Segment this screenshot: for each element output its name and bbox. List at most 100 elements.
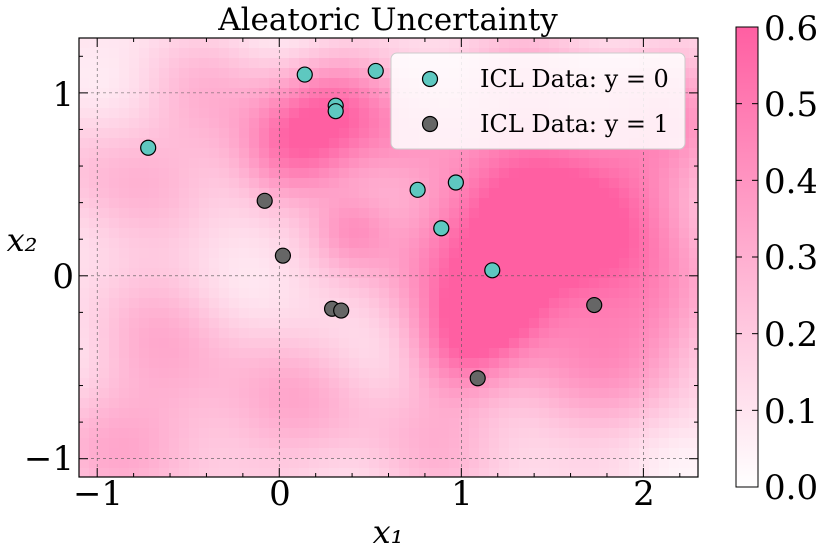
heatmap-cell <box>329 38 340 49</box>
heatmap-cell <box>149 298 160 309</box>
heatmap-cell <box>319 178 330 189</box>
heatmap-cell <box>209 148 220 159</box>
heatmap-cell <box>379 178 390 189</box>
heatmap-cell <box>209 448 220 459</box>
heatmap-cell <box>239 98 250 109</box>
heatmap-cell <box>389 448 400 459</box>
heatmap-cell <box>579 278 590 289</box>
heatmap-cell <box>539 188 550 199</box>
heatmap-cell <box>89 328 100 339</box>
heatmap-cell <box>249 148 260 159</box>
heatmap-cell <box>239 248 250 259</box>
heatmap-cell <box>369 78 380 89</box>
heatmap-cell <box>539 168 550 179</box>
heatmap-cell <box>269 328 280 339</box>
heatmap-cell <box>319 138 330 149</box>
heatmap-cell <box>279 468 290 477</box>
heatmap-cell <box>249 248 260 259</box>
heatmap-cell <box>89 308 100 319</box>
heatmap-cell <box>79 68 90 79</box>
heatmap-cell <box>329 368 340 379</box>
heatmap-cell <box>599 348 610 359</box>
heatmap-cell <box>679 458 690 469</box>
heatmap-cell <box>689 148 698 159</box>
heatmap-cell <box>229 318 240 329</box>
heatmap-cell <box>369 398 380 409</box>
heatmap-cell <box>359 308 370 319</box>
heatmap-cell <box>679 218 690 229</box>
heatmap-cell <box>589 238 600 249</box>
heatmap-cell <box>609 208 620 219</box>
heatmap-cell <box>109 348 120 359</box>
heatmap-cell <box>379 88 390 99</box>
heatmap-cell <box>619 468 630 477</box>
heatmap-cell <box>639 38 650 49</box>
heatmap-cell <box>109 298 120 309</box>
heatmap-cell <box>289 178 300 189</box>
heatmap-cell <box>109 228 120 239</box>
heatmap-cell <box>279 428 290 439</box>
heatmap-cell <box>489 298 500 309</box>
heatmap-cell <box>479 178 490 189</box>
heatmap-cell <box>549 468 560 477</box>
heatmap-cell <box>549 448 560 459</box>
heatmap-cell <box>219 108 230 119</box>
heatmap-cell <box>219 248 230 259</box>
heatmap-cell <box>669 348 680 359</box>
heatmap-cell <box>259 338 270 349</box>
heatmap-cell <box>359 168 370 179</box>
heatmap-cell <box>689 218 698 229</box>
heatmap-cell <box>329 348 340 359</box>
heatmap-cell <box>219 68 230 79</box>
heatmap-cell <box>479 438 490 449</box>
heatmap-cell <box>549 418 560 429</box>
heatmap-cell <box>399 408 410 419</box>
heatmap-cell <box>189 338 200 349</box>
heatmap-cell <box>119 108 130 119</box>
heatmap-cell <box>229 448 240 459</box>
heatmap-cell <box>669 168 680 179</box>
heatmap-cell <box>629 428 640 439</box>
heatmap-cell <box>139 88 150 99</box>
heatmap-cell <box>499 248 510 259</box>
heatmap-cell <box>369 168 380 179</box>
heatmap-cell <box>149 108 160 119</box>
heatmap-cell <box>459 278 470 289</box>
heatmap-cell <box>109 218 120 229</box>
heatmap-cell <box>429 198 440 209</box>
heatmap-cell <box>369 418 380 429</box>
legend-label-y0: ICL Data: y = 0 <box>480 65 669 93</box>
heatmap-cell <box>519 408 530 419</box>
heatmap-cell <box>119 308 130 319</box>
heatmap-cell <box>539 438 550 449</box>
heatmap-cell <box>129 148 140 159</box>
heatmap-cell <box>509 228 520 239</box>
heatmap-cell <box>389 198 400 209</box>
heatmap-cell <box>239 88 250 99</box>
heatmap-cell <box>239 368 250 379</box>
heatmap-cell <box>589 448 600 459</box>
heatmap-cell <box>669 398 680 409</box>
heatmap-cell <box>329 218 340 229</box>
heatmap-cell <box>119 268 130 279</box>
heatmap-cell <box>529 308 540 319</box>
heatmap-cell <box>269 268 280 279</box>
heatmap-cell <box>629 438 640 449</box>
heatmap-cell <box>329 358 340 369</box>
heatmap-cell <box>289 128 300 139</box>
x-tick-label: 1 <box>451 474 473 514</box>
heatmap-cell <box>239 348 250 359</box>
heatmap-cell <box>439 268 450 279</box>
heatmap-cell <box>619 148 630 159</box>
heatmap-cell <box>529 268 540 279</box>
heatmap-cell <box>659 178 670 189</box>
heatmap-cell <box>319 358 330 369</box>
heatmap-cell <box>529 458 540 469</box>
heatmap-cell <box>269 148 280 159</box>
heatmap-cell <box>349 418 360 429</box>
heatmap-cell <box>579 338 590 349</box>
heatmap-cell <box>379 108 390 119</box>
heatmap-cell <box>629 298 640 309</box>
heatmap-cell <box>349 318 360 329</box>
heatmap-cell <box>189 448 200 459</box>
